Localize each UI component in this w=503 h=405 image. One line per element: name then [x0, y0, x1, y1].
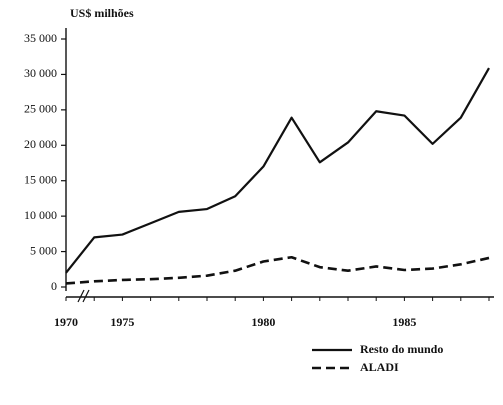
- y-tick-label: 10 000: [24, 208, 57, 222]
- y-tick-label: 0: [51, 279, 57, 293]
- y-axis-label: US$ milhões: [70, 6, 134, 20]
- y-tick-label: 35 000: [24, 31, 57, 45]
- data-line: [65, 67, 490, 274]
- x-tick-label: 1970: [54, 315, 78, 329]
- y-tick-label: 30 000: [24, 66, 57, 80]
- y-tick-label: 15 000: [24, 172, 57, 186]
- x-tick-label: 1985: [392, 315, 416, 329]
- y-tick-label: 20 000: [24, 137, 57, 151]
- x-tick-label: 1980: [251, 315, 275, 329]
- axis-break: [77, 289, 85, 303]
- legend-label: ALADI: [360, 360, 399, 374]
- x-tick-label: 1975: [110, 315, 134, 329]
- y-tick-label: 5 000: [30, 243, 57, 257]
- axis-break: [82, 289, 90, 303]
- data-line: [65, 255, 490, 285]
- y-tick-label: 25 000: [24, 102, 57, 116]
- legend-label: Resto do mundo: [360, 342, 443, 356]
